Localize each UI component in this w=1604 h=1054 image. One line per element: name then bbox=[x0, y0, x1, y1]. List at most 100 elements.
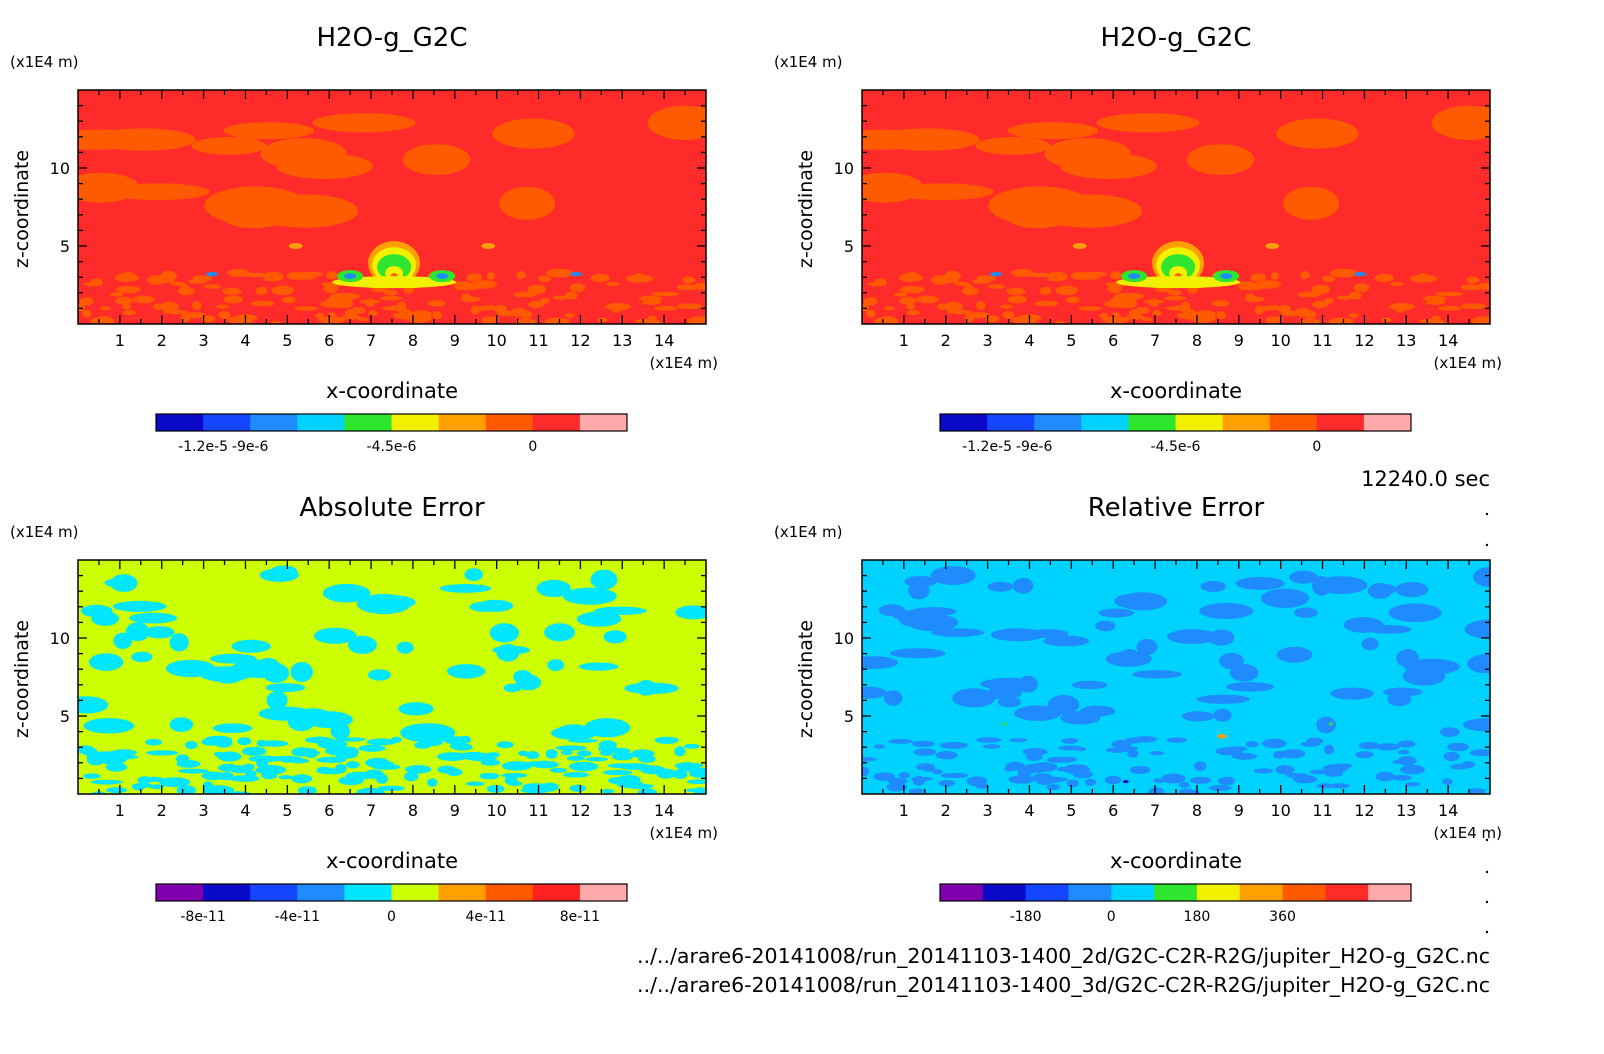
x-axis-label: x-coordinate bbox=[326, 849, 458, 873]
contour-patch bbox=[687, 316, 706, 324]
contour-patch bbox=[427, 778, 438, 787]
contour-patch bbox=[1002, 311, 1015, 319]
contour-patch bbox=[178, 768, 210, 774]
contour-patch bbox=[569, 283, 586, 293]
contour-patch bbox=[162, 309, 189, 315]
contour-patch bbox=[510, 308, 528, 317]
x-axis-label: x-coordinate bbox=[326, 379, 458, 403]
contour-patch bbox=[968, 312, 989, 319]
contour-patch bbox=[1081, 271, 1108, 277]
contour-patch bbox=[1136, 638, 1158, 656]
contour-patch bbox=[653, 305, 679, 311]
x-tick-label: 1 bbox=[899, 331, 909, 350]
contour-patch bbox=[313, 627, 357, 644]
contour-patch bbox=[242, 746, 267, 756]
contour-patch bbox=[98, 755, 127, 765]
contour-patch bbox=[1005, 761, 1025, 771]
contour-patch bbox=[1473, 567, 1490, 587]
contour-patch bbox=[563, 587, 617, 605]
contour-patch bbox=[218, 311, 231, 319]
contour-patch bbox=[1312, 300, 1329, 309]
contour-patch bbox=[898, 772, 911, 779]
contour-patch bbox=[626, 783, 654, 789]
contour-patch bbox=[359, 299, 380, 304]
decorative-dots bbox=[1485, 512, 1489, 934]
contour-patch bbox=[82, 309, 92, 318]
contour-patch bbox=[1129, 766, 1151, 774]
contour-patch bbox=[1112, 312, 1121, 317]
contour-patch bbox=[1032, 764, 1044, 774]
contour-patch bbox=[447, 664, 486, 679]
contour-patch bbox=[185, 741, 198, 750]
contour-patch bbox=[1073, 275, 1100, 280]
colorbar-label: -1.2e-5 bbox=[962, 439, 1012, 455]
contour-patch bbox=[862, 686, 887, 699]
contour-patch bbox=[318, 316, 346, 324]
contour-patch bbox=[513, 670, 533, 684]
contour-patch bbox=[603, 630, 627, 644]
contour-patch bbox=[402, 144, 471, 176]
x-tick-label: 3 bbox=[199, 331, 209, 350]
colorbar-swatch bbox=[940, 414, 988, 431]
x-unit-label: (x1E4 m) bbox=[1433, 824, 1502, 842]
colorbar-label: 360 bbox=[1269, 909, 1296, 925]
contour-patch bbox=[1395, 582, 1429, 598]
plot-area bbox=[862, 560, 1490, 794]
contour-patch bbox=[966, 690, 1021, 700]
x-tick-label: 8 bbox=[408, 801, 418, 820]
contour-patch bbox=[1323, 764, 1349, 773]
contour-patch bbox=[1437, 305, 1462, 311]
contour-patch bbox=[1353, 283, 1370, 293]
x-tick-label: 8 bbox=[1192, 331, 1202, 350]
colorbar-swatch bbox=[1368, 884, 1412, 901]
contour-patch bbox=[1447, 742, 1469, 752]
contour-patch bbox=[1200, 580, 1227, 592]
contour-patch bbox=[1460, 284, 1483, 291]
x-tick-label: 14 bbox=[1438, 801, 1458, 820]
contour-patch bbox=[1034, 300, 1059, 307]
x-tick-label: 13 bbox=[1396, 801, 1416, 820]
contour-patch bbox=[347, 635, 377, 655]
contour-patch bbox=[1161, 773, 1186, 784]
contour-patch bbox=[987, 581, 1014, 592]
contour-patch bbox=[1431, 105, 1490, 141]
colorbar-label: 0 bbox=[528, 439, 537, 455]
contour-patch bbox=[1316, 716, 1337, 734]
contour-patch bbox=[908, 788, 925, 794]
contour-patch bbox=[1061, 738, 1079, 744]
colorbar-label: 0 bbox=[1107, 909, 1116, 925]
contour-patch bbox=[486, 272, 496, 280]
colorbar-label: -4.5e-6 bbox=[367, 439, 417, 455]
contour-patch bbox=[165, 659, 216, 678]
colorbar-swatch bbox=[391, 414, 440, 431]
contour-patch bbox=[106, 787, 127, 794]
contour-patch bbox=[464, 568, 483, 581]
contour-patch bbox=[1466, 276, 1480, 284]
contour-patch bbox=[1255, 306, 1273, 311]
contour-patch bbox=[83, 281, 102, 287]
contour-patch bbox=[1245, 741, 1259, 748]
contour-patch bbox=[884, 306, 895, 311]
contour-patch bbox=[384, 289, 398, 296]
contour-patch bbox=[862, 757, 877, 762]
contour-patch bbox=[641, 300, 662, 305]
side-spot bbox=[481, 243, 496, 249]
y-tick-label: 5 bbox=[60, 707, 70, 726]
contour-patch bbox=[637, 788, 657, 794]
contour-patch bbox=[1355, 751, 1374, 759]
contour-patch bbox=[1464, 619, 1490, 639]
contour-patch bbox=[1066, 296, 1080, 304]
contour-patch bbox=[248, 755, 281, 763]
colorbar-swatch bbox=[1154, 884, 1198, 901]
contour-patch bbox=[1315, 576, 1368, 594]
contour-patch bbox=[1276, 118, 1359, 149]
contour-patch bbox=[1026, 629, 1069, 639]
contour-patch bbox=[1012, 578, 1034, 594]
x-tick-label: 4 bbox=[240, 331, 250, 350]
colorbar-swatch bbox=[156, 884, 204, 901]
contour-patch bbox=[201, 771, 226, 781]
colorbar-swatch bbox=[1282, 884, 1326, 901]
contour-patch bbox=[988, 284, 1006, 289]
contour-patch bbox=[218, 763, 239, 772]
x-axis-label: x-coordinate bbox=[1110, 379, 1242, 403]
